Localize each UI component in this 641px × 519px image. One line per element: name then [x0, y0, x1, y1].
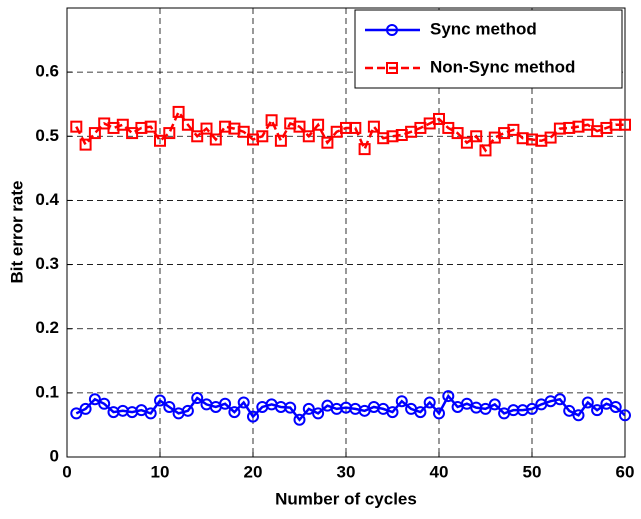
marker: [70, 120, 83, 133]
marker: [302, 402, 315, 415]
marker: [191, 391, 204, 404]
marker: [163, 400, 176, 413]
x-tick-label: 30: [337, 462, 356, 481]
marker: [433, 112, 445, 125]
y-tick-label: 0.5: [35, 126, 59, 145]
marker: [433, 407, 445, 420]
x-tick-label: 20: [244, 462, 263, 481]
marker: [572, 409, 585, 422]
marker: [386, 406, 399, 419]
marker: [144, 407, 157, 420]
marker: [181, 118, 194, 131]
marker: [386, 24, 398, 36]
x-tick-label: 10: [151, 462, 170, 481]
marker: [228, 406, 241, 419]
marker: [619, 118, 631, 131]
marker: [200, 122, 213, 135]
marker: [312, 118, 325, 131]
marker: [442, 390, 455, 403]
y-tick-label: 0.3: [35, 254, 59, 273]
marker: [581, 396, 594, 409]
y-tick-label: 0.2: [35, 318, 59, 337]
marker: [154, 394, 166, 407]
y-tick-label: 0.1: [35, 382, 59, 401]
marker: [349, 121, 362, 134]
marker: [591, 404, 604, 417]
x-axis-label: Number of cycles: [275, 489, 417, 508]
marker: [460, 136, 473, 149]
marker: [237, 125, 250, 138]
marker: [237, 396, 250, 409]
marker: [284, 401, 297, 414]
marker: [163, 127, 176, 140]
marker: [219, 397, 232, 410]
marker: [293, 120, 306, 133]
marker: [414, 406, 427, 419]
y-tick-label: 0: [50, 446, 59, 465]
x-tick-label: 40: [430, 462, 449, 481]
marker: [144, 120, 157, 133]
marker: [293, 413, 306, 426]
marker: [526, 402, 538, 415]
marker: [619, 409, 631, 422]
marker: [507, 123, 520, 136]
marker: [265, 114, 278, 127]
x-tick-label: 60: [616, 462, 635, 481]
marker: [116, 118, 129, 131]
marker: [247, 410, 259, 423]
plot-frame: [66, 7, 626, 458]
y-tick-label: 0.6: [35, 62, 59, 81]
marker: [274, 134, 287, 147]
marker: [358, 143, 371, 156]
legend-label: Sync method: [430, 19, 537, 38]
marker: [98, 397, 111, 410]
marker: [321, 136, 334, 149]
marker: [423, 396, 436, 409]
marker: [470, 130, 483, 143]
legend-box: [354, 9, 623, 89]
marker: [154, 134, 166, 147]
marker: [563, 404, 576, 417]
marker: [79, 138, 92, 151]
x-tick-label: 50: [523, 462, 542, 481]
marker: [367, 120, 380, 133]
legend-label: Non-Sync method: [430, 57, 575, 76]
y-axis-label: Bit error rate: [7, 181, 26, 284]
marker: [479, 144, 492, 157]
marker: [191, 130, 204, 143]
y-tick-label: 0.4: [35, 190, 59, 209]
marker: [79, 402, 92, 415]
marker: [181, 404, 194, 417]
marker: [544, 131, 557, 144]
marker: [88, 127, 101, 140]
x-tick-label: 0: [62, 462, 71, 481]
marker: [609, 400, 622, 413]
marker: [395, 395, 408, 408]
marker: [302, 130, 315, 143]
marker: [70, 407, 83, 420]
marker: [386, 62, 398, 74]
marker: [553, 393, 566, 406]
marker: [451, 127, 464, 140]
marker: [88, 393, 101, 406]
marker: [256, 130, 269, 143]
marker: [209, 133, 222, 146]
marker: [581, 118, 594, 131]
marker: [479, 402, 492, 415]
marker: [488, 398, 501, 411]
marker: [172, 105, 185, 118]
marker: [312, 407, 325, 420]
